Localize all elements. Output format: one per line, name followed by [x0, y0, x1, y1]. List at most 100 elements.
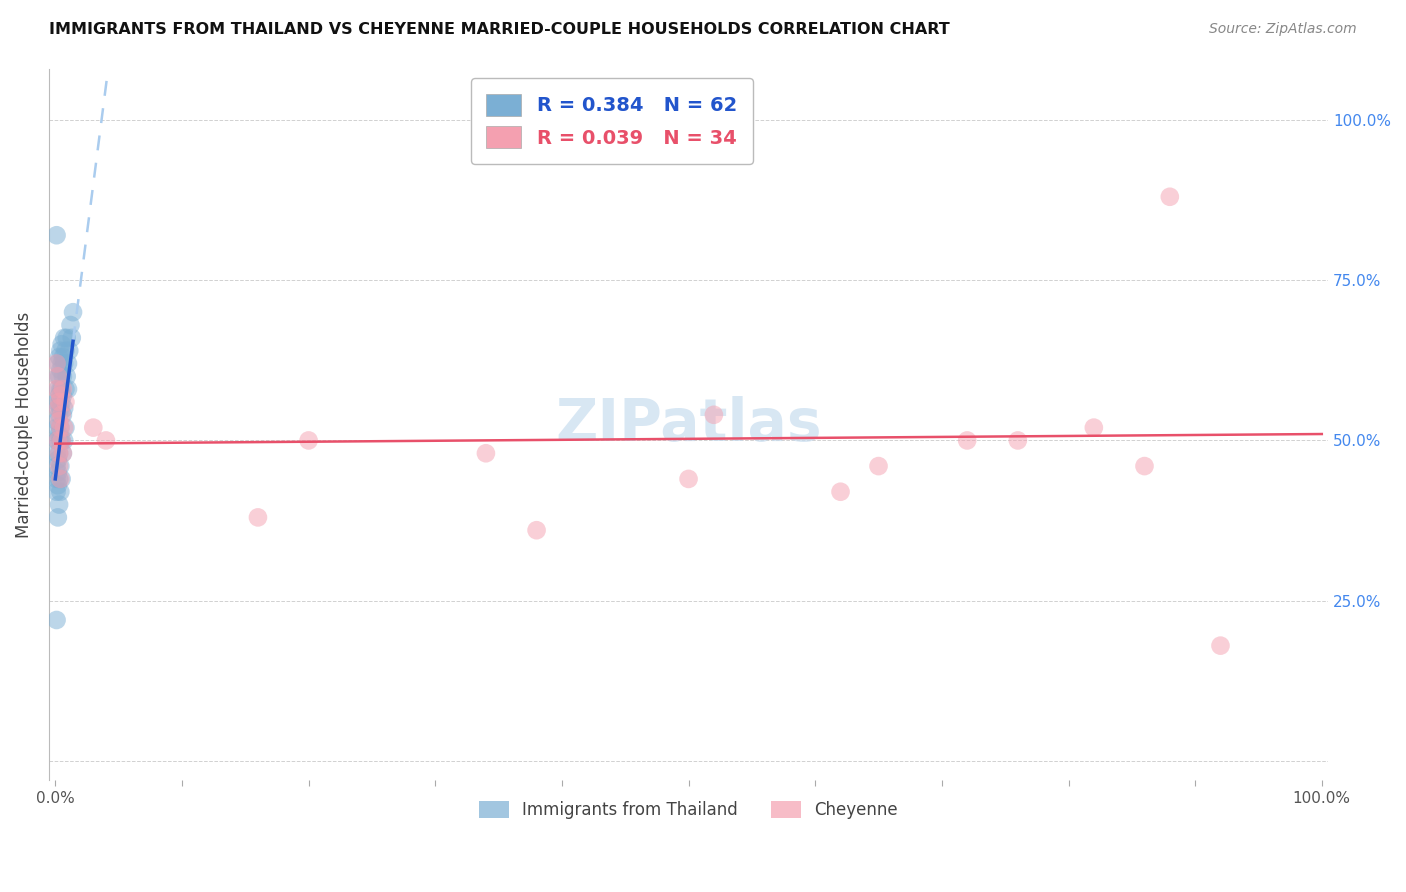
Point — [46, 510, 69, 524]
Point — [51, 337, 73, 351]
Point — [1007, 434, 1029, 448]
Point — [830, 484, 852, 499]
Point — [956, 434, 979, 448]
Point — [55, 395, 77, 409]
Point — [48, 395, 70, 409]
Point — [55, 382, 77, 396]
Text: ZIPatlas: ZIPatlas — [555, 396, 823, 453]
Point — [48, 498, 70, 512]
Point — [49, 382, 72, 396]
Point — [45, 395, 67, 409]
Point — [45, 357, 67, 371]
Text: Source: ZipAtlas.com: Source: ZipAtlas.com — [1209, 22, 1357, 37]
Point — [46, 434, 69, 448]
Point — [52, 446, 75, 460]
Point — [48, 350, 70, 364]
Text: IMMIGRANTS FROM THAILAND VS CHEYENNE MARRIED-COUPLE HOUSEHOLDS CORRELATION CHART: IMMIGRANTS FROM THAILAND VS CHEYENNE MAR… — [49, 22, 950, 37]
Point — [45, 484, 67, 499]
Point — [94, 434, 117, 448]
Point — [48, 388, 70, 402]
Point — [59, 318, 82, 332]
Point — [46, 369, 69, 384]
Point — [56, 357, 79, 371]
Point — [60, 331, 83, 345]
Point — [45, 613, 67, 627]
Point — [48, 395, 70, 409]
Point — [49, 420, 72, 434]
Point — [49, 472, 72, 486]
Point — [52, 408, 75, 422]
Point — [46, 478, 69, 492]
Point — [49, 434, 72, 448]
Point — [55, 369, 77, 384]
Point — [868, 459, 890, 474]
Point — [62, 305, 84, 319]
Point — [703, 408, 725, 422]
Point — [49, 388, 72, 402]
Point — [475, 446, 498, 460]
Point — [46, 382, 69, 396]
Point — [48, 414, 70, 428]
Point — [51, 408, 73, 422]
Point — [51, 472, 73, 486]
Point — [51, 382, 73, 396]
Point — [1083, 420, 1105, 434]
Point — [48, 472, 70, 486]
Point — [52, 446, 75, 460]
Point — [46, 466, 69, 480]
Point — [53, 357, 76, 371]
Point — [53, 331, 76, 345]
Point — [45, 420, 67, 434]
Point — [45, 472, 67, 486]
Point — [45, 228, 67, 243]
Point — [46, 452, 69, 467]
Point — [45, 459, 67, 474]
Point — [55, 343, 77, 358]
Point — [51, 357, 73, 371]
Point — [48, 369, 70, 384]
Point — [52, 350, 75, 364]
Point — [52, 388, 75, 402]
Point — [48, 408, 70, 422]
Point — [1159, 190, 1181, 204]
Point — [678, 472, 700, 486]
Point — [49, 363, 72, 377]
Point — [46, 357, 69, 371]
Point — [52, 382, 75, 396]
Point — [46, 401, 69, 416]
Point — [48, 446, 70, 460]
Point — [48, 459, 70, 474]
Point — [49, 343, 72, 358]
Point — [49, 459, 72, 474]
Point — [48, 446, 70, 460]
Point — [58, 343, 80, 358]
Point — [49, 484, 72, 499]
Point — [1133, 459, 1156, 474]
Point — [297, 434, 319, 448]
Point — [82, 420, 104, 434]
Point — [53, 401, 76, 416]
Point — [53, 434, 76, 448]
Point — [45, 434, 67, 448]
Point — [48, 427, 70, 442]
Point — [51, 434, 73, 448]
Point — [45, 414, 67, 428]
Point — [52, 369, 75, 384]
Point — [51, 395, 73, 409]
Point — [53, 420, 76, 434]
Point — [55, 420, 77, 434]
Point — [246, 510, 269, 524]
Point — [45, 382, 67, 396]
Legend: Immigrants from Thailand, Cheyenne: Immigrants from Thailand, Cheyenne — [472, 794, 905, 825]
Point — [56, 382, 79, 396]
Point — [1209, 639, 1232, 653]
Point — [49, 401, 72, 416]
Y-axis label: Married-couple Households: Married-couple Households — [15, 311, 32, 538]
Point — [526, 523, 548, 537]
Point — [46, 401, 69, 416]
Point — [55, 331, 77, 345]
Point — [49, 420, 72, 434]
Point — [46, 369, 69, 384]
Point — [45, 446, 67, 460]
Point — [46, 434, 69, 448]
